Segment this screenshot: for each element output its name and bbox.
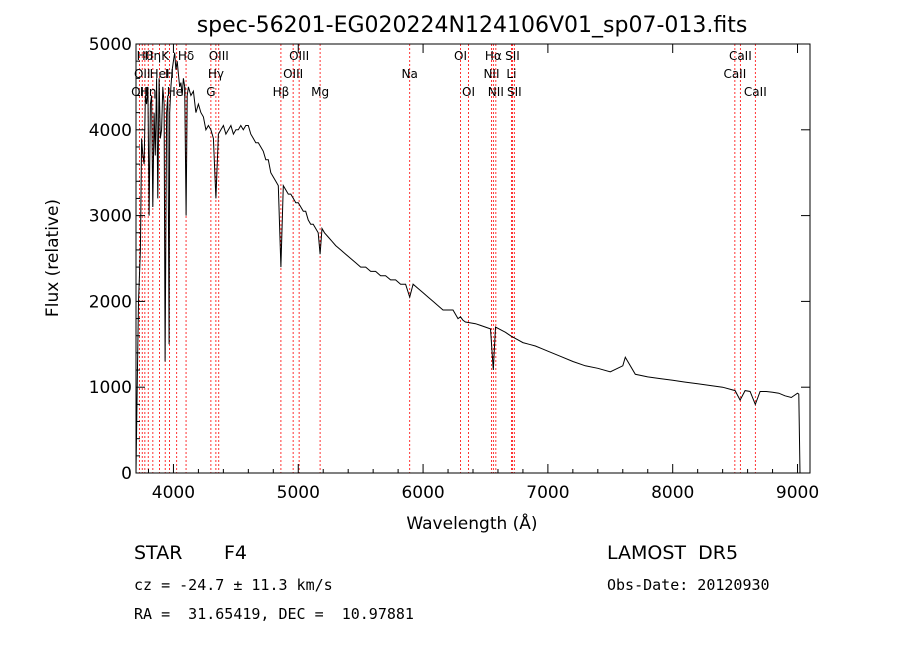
line-label-11: Hγ xyxy=(208,67,224,81)
line-label-19: OI xyxy=(462,85,475,99)
observation-date: Obs-Date: 20120930 xyxy=(607,576,770,594)
plot-frame xyxy=(135,43,811,474)
line-label-1: OII xyxy=(134,67,151,81)
line-label-4: Hη xyxy=(145,49,162,63)
line-label-26: CaII xyxy=(723,67,746,81)
line-label-6: K xyxy=(161,49,170,63)
x-tick-label-0: 4000 xyxy=(152,483,195,503)
line-label-16: Mg xyxy=(311,85,329,99)
redshift-cz: cz = -24.7 ± 11.3 km/s xyxy=(134,576,333,594)
line-label-25: SII xyxy=(507,85,522,99)
line-label-9: Hδ xyxy=(178,49,194,63)
object-class: STAR xyxy=(134,542,182,564)
line-label-18: OI xyxy=(454,49,467,63)
y-tick-label-1: 1000 xyxy=(89,378,132,398)
object-subclass: F4 xyxy=(224,542,247,564)
line-label-20: NII xyxy=(483,67,499,81)
y-tick-label-4: 4000 xyxy=(89,121,132,141)
line-label-14: OIII xyxy=(283,67,303,81)
chart-title: spec-56201-EG020224N124106V01_sp07-013.f… xyxy=(197,13,748,38)
y-axis-label: Flux (relative) xyxy=(43,199,63,317)
line-label-28: CaII xyxy=(744,85,767,99)
sky-coordinates: RA = 31.65419, DEC = 10.97881 xyxy=(134,605,414,623)
line-label-22: NII xyxy=(488,85,504,99)
x-axis-ticks: 4000 5000 6000 7000 8000 9000 xyxy=(147,44,819,503)
x-axis-label: Wavelength (Å) xyxy=(406,512,537,534)
line-label-27: CaII xyxy=(729,49,752,63)
y-tick-label-0: 0 xyxy=(121,464,132,484)
line-label-23: Li xyxy=(506,67,516,81)
x-tick-label-5: 9000 xyxy=(776,483,819,503)
spectral-line-markers xyxy=(138,44,756,473)
spectral-line-labels: OIIOIIHθHηHηHeIKHHeIHδGHγOIIIHβOIIIOIIIM… xyxy=(131,49,767,99)
line-label-17: Na xyxy=(402,67,418,81)
line-label-8: HeI xyxy=(167,85,187,99)
line-label-13: Hβ xyxy=(273,85,290,99)
line-label-15: OIII xyxy=(289,49,309,63)
y-tick-label-3: 3000 xyxy=(89,207,132,227)
x-tick-label-1: 5000 xyxy=(277,483,320,503)
x-tick-label-4: 8000 xyxy=(651,483,694,503)
spectrum-line xyxy=(135,52,801,474)
line-label-21: Hα xyxy=(485,49,502,63)
y-tick-label-5: 5000 xyxy=(89,35,132,55)
y-axis-ticks: 0 1000 2000 3000 4000 5000 xyxy=(89,35,810,484)
survey-name: LAMOST DR5 xyxy=(607,542,738,564)
y-tick-label-2: 2000 xyxy=(89,292,132,312)
line-label-10: G xyxy=(206,85,215,99)
line-label-24: SII xyxy=(505,49,520,63)
x-tick-label-2: 6000 xyxy=(401,483,444,503)
x-tick-label-3: 7000 xyxy=(526,483,569,503)
line-label-7: H xyxy=(165,67,174,81)
line-label-2: Hθ xyxy=(137,49,153,63)
line-label-12: OIII xyxy=(209,49,229,63)
line-label-5: HeI xyxy=(150,67,170,81)
line-label-0: OII xyxy=(131,85,148,99)
